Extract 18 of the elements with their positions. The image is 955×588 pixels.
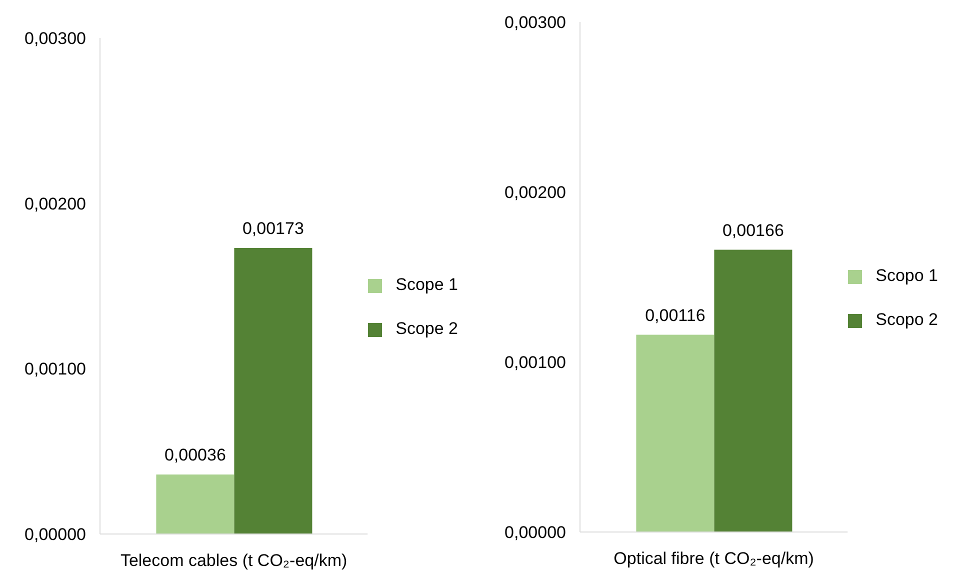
legend-label: Scopo 2 xyxy=(876,310,938,329)
legend-label: Scope 2 xyxy=(396,319,458,338)
y-tick-label: 0,00000 xyxy=(504,523,566,542)
y-tick-label: 0,00200 xyxy=(24,194,86,214)
legend-label: Scope 1 xyxy=(396,275,458,294)
data-label: 0,00036 xyxy=(164,445,226,464)
y-tick-label: 0,00200 xyxy=(504,183,566,202)
y-tick-label: 0,00300 xyxy=(24,29,86,48)
data-label: 0,00173 xyxy=(242,218,304,238)
data-label: 0,00116 xyxy=(645,306,706,325)
y-tick-label: 0,00300 xyxy=(504,13,566,32)
data-label: 0,00166 xyxy=(722,220,784,240)
y-tick-label: 0,00000 xyxy=(24,525,86,544)
legend-label: Scopo 1 xyxy=(876,266,938,285)
y-tick-label: 0,00100 xyxy=(504,353,566,372)
x-tick-label: Telecom cables (t CO₂-eq/km) xyxy=(120,551,348,570)
x-tick-label: Optical fibre (t CO₂-eq/km) xyxy=(614,549,814,568)
y-tick-label: 0,00100 xyxy=(24,360,86,379)
